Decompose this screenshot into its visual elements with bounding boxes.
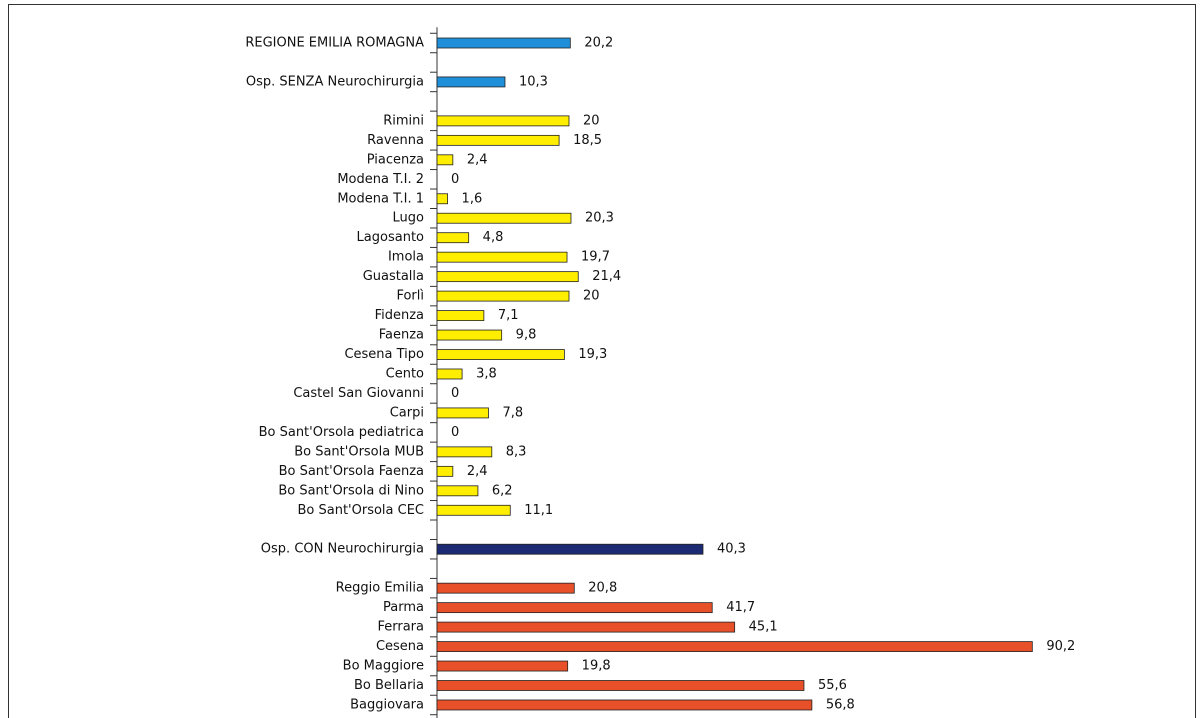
bar [436,660,569,672]
category-label: Osp. SENZA Neurochirurgia [246,74,424,89]
frame [8,4,1196,718]
bar [436,446,493,458]
value-label: 20,8 [588,581,617,596]
bar [436,543,704,555]
bar [436,193,448,205]
category-label: Lugo [393,211,425,226]
bar [436,504,511,516]
bar [436,310,485,321]
value-label: 21,4 [592,269,621,284]
bar [436,465,454,477]
category-label: Bo Sant'Orsola CEC [297,503,424,518]
value-label: 10,3 [519,74,548,89]
bar [436,485,479,497]
value-label: 41,7 [726,600,755,615]
value-label: 19,3 [578,347,607,362]
bar [436,699,813,711]
category-label: Bo Sant'Orsola Faenza [279,464,424,479]
bar [436,232,470,244]
bar [436,582,575,594]
value-label: 2,4 [467,152,488,167]
category-label: Bo Sant'Orsola pediatrica [259,425,424,440]
category-label: Ferrara [377,620,424,635]
category-label: Guastalla [363,269,424,284]
value-label: 20,3 [585,211,614,226]
value-label: 1,6 [462,191,483,206]
value-label: 20,2 [584,36,613,51]
bar [436,349,565,360]
category-label: Faenza [379,328,424,343]
bar [436,680,805,691]
bar [436,407,489,419]
bar [436,329,503,341]
category-label: Bo Sant'Orsola di Nino [278,483,424,498]
value-label: 3,8 [476,366,497,381]
value-label: 6,2 [492,483,513,498]
category-label: Osp. CON Neurochirurgia [261,542,424,557]
category-label: Baggiovara [350,697,424,712]
value-label: 2,4 [467,464,488,479]
value-label: 40,3 [717,542,746,557]
bar [436,368,463,380]
category-label: REGIONE EMILIA ROMAGNA [245,36,424,51]
value-label: 90,2 [1046,639,1075,654]
bar [436,271,579,283]
category-label: Carpi [390,405,424,420]
value-label: 11,1 [524,503,553,518]
category-label: Cento [386,366,424,381]
category-label: Rimini [383,113,424,128]
category-label: Lagosanto [357,230,424,245]
bar [436,641,1033,652]
value-label: 18,5 [573,133,602,148]
value-label: 19,7 [581,250,610,265]
value-label: 56,8 [826,697,855,712]
value-label: 19,8 [582,659,611,674]
category-label: Bo Sant'Orsola MUB [294,444,424,459]
value-label: 20 [583,113,600,128]
category-label: Parma [383,600,424,615]
bar [436,621,736,633]
bar [436,115,570,127]
value-label: 45,1 [749,620,778,635]
bar [436,251,568,263]
bar [436,602,713,614]
value-label: 0 [451,172,459,187]
bar [436,212,572,224]
category-label: Castel San Giovanni [293,386,424,401]
value-label: 0 [451,386,459,401]
category-label: Ravenna [367,133,424,148]
category-label: Fidenza [375,308,424,323]
category-label: Reggio Emilia [336,581,424,596]
bar [436,76,506,88]
value-label: 0 [451,425,459,440]
category-label: Bo Bellaria [354,678,424,693]
category-label: Piacenza [367,152,424,167]
value-label: 20 [583,289,600,304]
category-label: Forlì [396,289,424,304]
bar [436,134,560,146]
value-label: 9,8 [516,328,537,343]
bar [436,37,571,49]
category-label: Cesena Tipo [344,347,424,362]
bar [436,154,454,166]
value-label: 7,8 [502,405,523,420]
value-label: 55,6 [818,678,847,693]
category-label: Bo Maggiore [343,659,424,674]
bar [436,290,570,302]
category-label: Modena T.I. 2 [337,172,424,187]
value-label: 8,3 [506,444,527,459]
value-label: 4,8 [483,230,504,245]
category-label: Imola [388,250,424,265]
value-label: 7,1 [498,308,519,323]
category-label: Modena T.I. 1 [337,191,424,206]
category-label: Cesena [376,639,424,654]
